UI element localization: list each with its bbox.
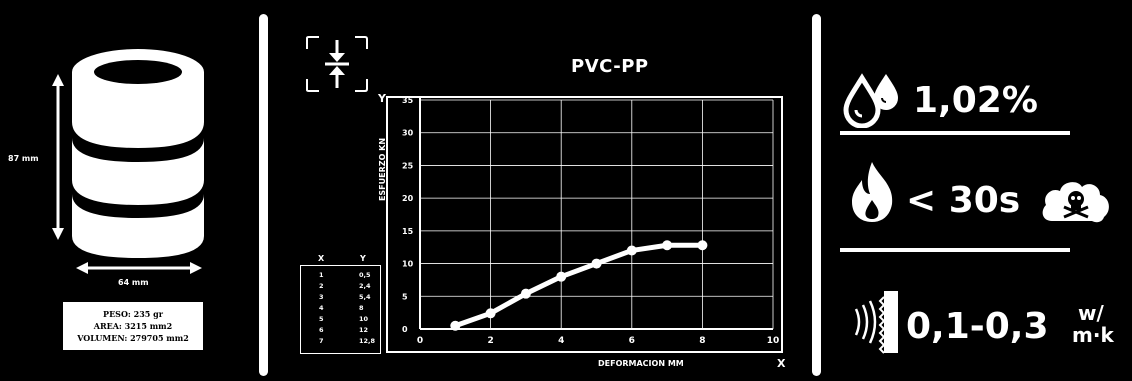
data-point [485, 308, 496, 319]
line-chart: 0 2 4 6 8 10 0 5 10 15 20 25 30 35 [402, 96, 780, 346]
x-tick-label: 0 [417, 336, 423, 346]
y-tick-label: 35 [402, 96, 414, 105]
x-tick-label: 2 [487, 336, 493, 346]
data-point [520, 288, 531, 299]
skull-cloud-icon [1042, 182, 1109, 223]
table-row: 2 2,4 [319, 282, 371, 290]
data-point [556, 271, 567, 282]
y-axis-label: ESFUERZO KN [378, 137, 388, 202]
properties-box: PESO: 235 gr AREA: 3215 mm2 VOLUMEN: 279… [63, 302, 203, 350]
y-tick-label: 0 [402, 325, 408, 334]
data-point [662, 240, 673, 251]
cylinder-diagram [52, 49, 204, 274]
y-tick-label: 5 [402, 292, 408, 301]
y-tick-label: 25 [402, 161, 414, 170]
x-tick-label: 6 [629, 336, 635, 346]
table-row: 5 10 [319, 315, 369, 323]
separator-bottom [840, 248, 1070, 252]
data-point [626, 245, 637, 256]
moisture-value: 1,02% [913, 80, 1038, 121]
series-line [452, 242, 705, 329]
water-drops-icon [843, 73, 898, 128]
divider-left [259, 14, 268, 376]
left-panel: 87 mm 64 mm PESO: 235 gr AREA: 3215 mm2 … [0, 0, 255, 381]
cylinder-body [72, 72, 204, 258]
x-tick-label: 8 [699, 336, 705, 346]
table-row: 1 0,5 [319, 271, 371, 279]
cylinder-top-hole [94, 60, 182, 84]
y-tick-label: 10 [402, 260, 414, 269]
cylinder-band-top [72, 122, 204, 162]
conductivity-value: 0,1-0,3 [906, 306, 1049, 347]
height-arrow [52, 74, 64, 240]
table-row: 6 12 [319, 326, 369, 334]
y-tick-label: 20 [402, 194, 414, 203]
area-text: AREA: 3215 mm2 [93, 321, 173, 331]
x-axis-letter: X [777, 357, 786, 370]
y-axis-letter: Y [378, 92, 386, 105]
compression-arrows-icon [306, 36, 368, 92]
fire-time-value: < 30s [906, 180, 1021, 221]
table-row: 7 12,8 [319, 337, 376, 345]
table-header-y: Y [360, 254, 366, 263]
chart-title: PVC-PP [571, 56, 649, 77]
x-tick-label: 4 [558, 336, 564, 346]
y-tick-label: 15 [402, 227, 414, 236]
weight-text: PESO: 235 gr [103, 309, 163, 319]
y-tick-label: 30 [402, 129, 414, 138]
table-row: 3 5,4 [319, 293, 371, 301]
conductivity-unit-top: w/ [1078, 301, 1104, 325]
x-axis-label: DEFORMACION MM [598, 359, 684, 368]
divider-right [812, 14, 821, 376]
cylinder-band-bottom [72, 180, 204, 218]
x-tick-label: 10 [767, 336, 780, 346]
volume-text: VOLUMEN: 279705 mm2 [77, 333, 189, 343]
separator-top [840, 131, 1070, 135]
table-header-x: X [318, 254, 325, 263]
height-label: 87 mm [8, 154, 39, 163]
heat-transfer-icon [854, 291, 898, 354]
data-point [450, 320, 461, 331]
width-arrow [76, 262, 202, 274]
data-point [591, 258, 602, 269]
data-point [697, 240, 708, 251]
chart-frame [386, 96, 783, 353]
conductivity-unit-bottom: m·k [1072, 323, 1114, 347]
width-label: 64 mm [118, 278, 149, 287]
flame-icon [852, 162, 893, 222]
